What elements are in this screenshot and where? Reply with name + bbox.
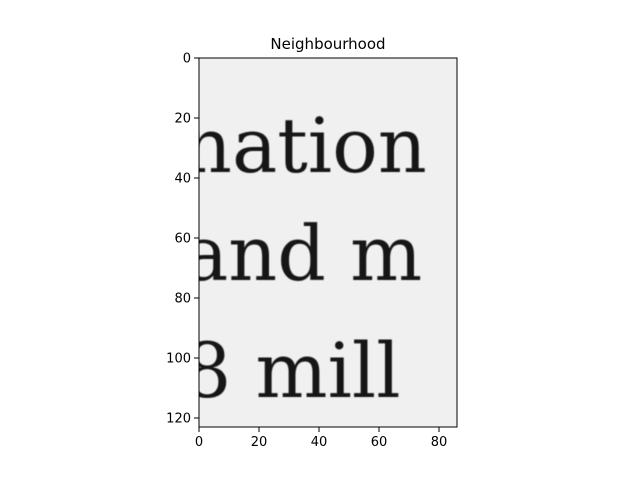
y-tick-label-20: 20 [174,112,191,127]
image-frame [198,57,458,428]
x-tick-label-0: 0 [195,435,203,450]
y-tick-label-60: 60 [174,232,191,247]
neighbourhood-image: nation and m 8 mill [183,58,457,427]
x-tick-label-80: 80 [431,435,448,450]
image-text-lines: nation and m 8 mill [183,101,427,415]
x-axis: 0 20 40 60 80 [195,427,447,450]
image-line-3: 8 mill [183,326,401,415]
x-tick-label-60: 60 [371,435,388,450]
y-tick-label-120: 120 [166,412,191,427]
y-tick-label-0: 0 [183,52,191,67]
image-line-2: and m [183,209,422,298]
x-tick-label-20: 20 [251,435,268,450]
image-background [199,58,457,427]
y-tick-label-40: 40 [174,172,191,187]
y-axis: 0 20 40 60 80 100 120 [166,52,199,427]
y-tick-label-80: 80 [174,292,191,307]
image-line-1: nation [183,101,427,190]
y-tick-label-100: 100 [166,352,191,367]
figure-title: Neighbourhood [270,35,385,53]
x-tick-label-40: 40 [311,435,328,450]
